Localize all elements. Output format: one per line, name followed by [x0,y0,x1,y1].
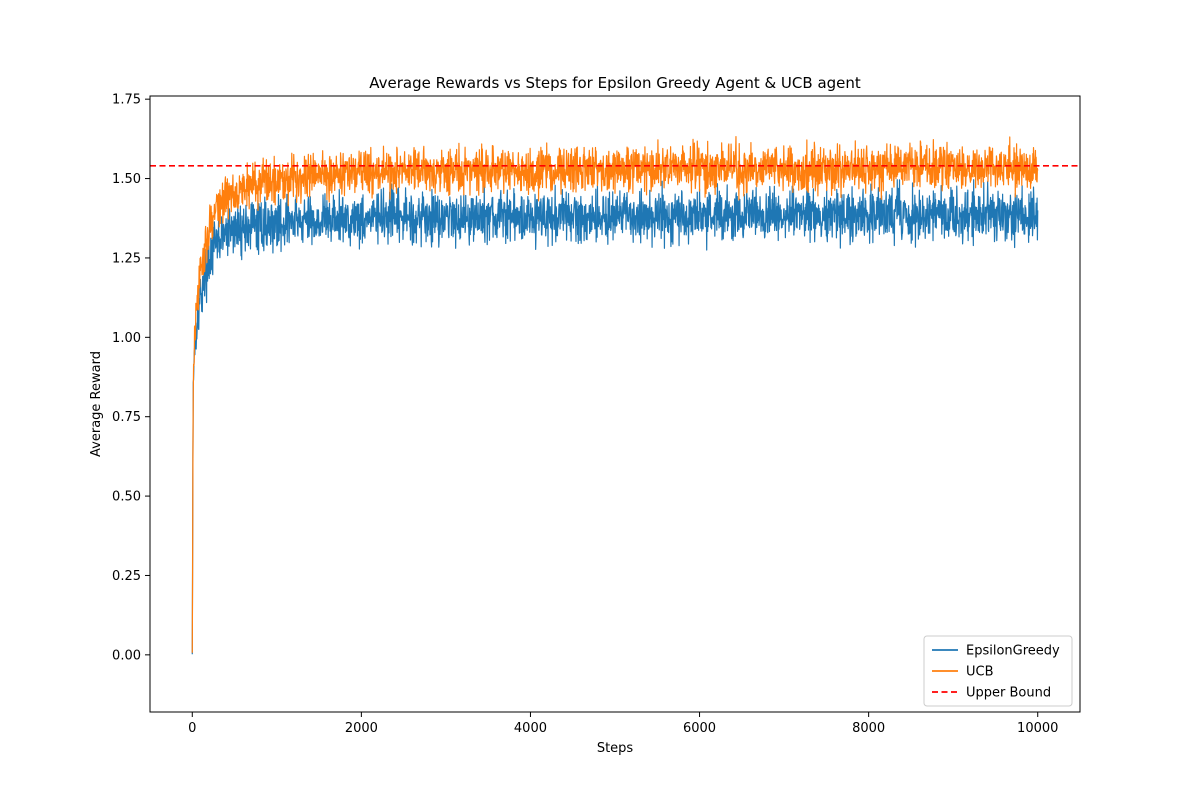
x-tick-label: 2000 [345,721,378,736]
legend-label: EpsilonGreedy [966,644,1060,659]
x-axis: 0 2000 4000 6000 8000 10000 [188,712,1058,736]
y-tick-label: 0.00 [112,648,141,663]
legend-label: Upper Bound [966,686,1051,701]
legend-box [923,635,1073,707]
x-tick-label: 0 [188,721,196,736]
y-tick-label: 0.75 [112,410,141,425]
plot-background [150,96,1080,712]
y-tick-label: 1.50 [112,172,141,187]
legend-label: UCB [966,665,994,680]
x-tick-label: 6000 [683,721,716,736]
chart-title: Average Rewards vs Steps for Epsilon Gre… [369,74,861,92]
y-tick-label: 1.25 [112,251,141,266]
y-tick-label: 0.50 [112,490,141,505]
x-tick-label: 4000 [514,721,547,736]
plot-frame [149,95,1081,713]
y-tick-label: 0.25 [112,569,141,584]
series-line-ucb [191,136,1039,653]
plot-area [149,95,1081,713]
y-axis: 0.00 0.25 0.50 0.75 1.00 1.25 1.50 1.75 [112,93,150,663]
x-tick-label: 10000 [1017,721,1058,736]
legend: EpsilonGreedy UCB Upper Bound [923,635,1073,707]
y-tick-label: 1.00 [112,331,141,346]
series-layer [150,136,1080,655]
x-axis-label: Steps [597,741,634,756]
x-tick-label: 8000 [852,721,885,736]
series-line-epsilongreedy [191,179,1039,655]
y-tick-label: 1.75 [112,93,141,108]
y-axis-label: Average Reward [89,351,104,457]
